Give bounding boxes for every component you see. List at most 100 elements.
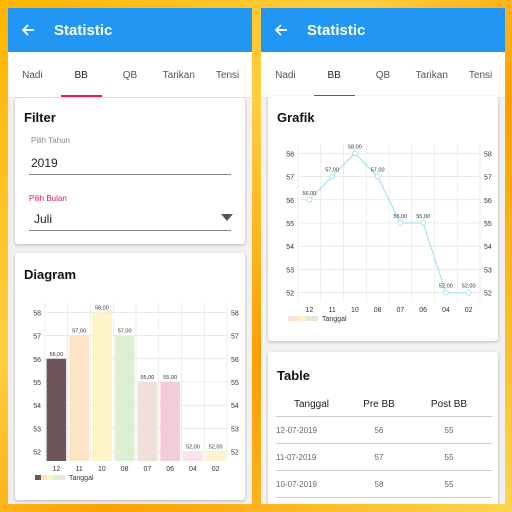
data-label: 52,00: [462, 284, 476, 290]
data-label: 55,00: [163, 375, 177, 381]
y-tick-label-right: 56: [231, 357, 239, 364]
dropdown-arrow-icon[interactable]: [221, 214, 233, 222]
y-tick-label-right: 54: [231, 403, 239, 410]
y-tick-label-right: 56: [484, 198, 492, 205]
x-tick-label: 02: [212, 466, 220, 473]
tab-bb[interactable]: BB: [57, 52, 106, 97]
tab-tensi[interactable]: Tensi: [215, 70, 240, 81]
y-tick-label-right: 53: [484, 267, 492, 274]
data-label: 57,00: [118, 329, 132, 335]
grafik-card: Grafik 58 58 57 57 56 56 55 55 54 54 53 53 52 52 12 11 1…: [268, 96, 498, 341]
filter-card: Filter Pilih Tahun 2019 Pilih Bulan Juli: [15, 98, 245, 244]
y-tick-label-left: 54: [33, 403, 41, 410]
table-divider: [276, 443, 492, 444]
legend-swatch: [294, 316, 300, 321]
bar: [183, 451, 203, 461]
cell-pre: 56: [374, 425, 384, 435]
bar: [69, 335, 89, 461]
y-tick-label-right: 52: [231, 450, 239, 457]
bar: [205, 451, 226, 461]
x-tick-label: 12: [52, 466, 60, 473]
x-tick-label: 10: [98, 466, 106, 473]
data-label: 55,00: [416, 214, 430, 220]
tab-qb[interactable]: QB: [375, 70, 391, 81]
cell-date: 12-07-2019: [276, 425, 317, 435]
y-tick-label-left: 58: [286, 151, 294, 158]
left-screen: Statistic Nadi BB QB Tarikan Tensi Filte…: [8, 8, 252, 504]
y-tick-label-right: 54: [484, 244, 492, 251]
table-row: 10-07-2019 58 55: [268, 471, 498, 497]
x-tick-label: 07: [396, 307, 404, 314]
x-tick-label: 02: [465, 307, 473, 314]
y-tick-label-right: 55: [484, 221, 492, 228]
data-label: 52,00: [209, 445, 223, 451]
y-tick-label-left: 52: [286, 291, 294, 298]
data-label: 56,00: [49, 352, 63, 358]
x-tick-label: 06: [166, 466, 174, 473]
tab-tarikan[interactable]: Tarikan: [415, 70, 448, 81]
year-label: Pilih Tahun: [31, 136, 70, 145]
x-tick-label: 04: [442, 307, 450, 314]
data-label: 52,00: [186, 445, 200, 451]
back-arrow-icon[interactable]: [20, 22, 36, 38]
tab-qb[interactable]: QB: [122, 70, 138, 81]
y-tick-label-left: 52: [33, 450, 41, 457]
x-tick-label: 12: [305, 307, 313, 314]
y-tick-label-left: 56: [33, 357, 41, 364]
legend-swatch: [288, 316, 294, 321]
x-tick-label: 08: [121, 466, 129, 473]
filter-title: Filter: [24, 110, 56, 125]
y-tick-label-left: 55: [33, 380, 41, 387]
table-row: 11-07-2019 57 55: [268, 444, 498, 470]
data-label: 58,00: [95, 305, 109, 311]
legend-swatch: [41, 475, 47, 480]
table-row: 12-07-2019 56 55: [268, 417, 498, 443]
tab-bb[interactable]: BB: [310, 52, 359, 97]
tab-tensi[interactable]: Tensi: [468, 70, 493, 81]
app-title: Statistic: [307, 21, 366, 39]
tab-nadi[interactable]: Nadi: [22, 70, 43, 81]
y-tick-label-left: 54: [286, 244, 294, 251]
data-label: 58,00: [348, 144, 362, 150]
data-label: 57,00: [72, 329, 86, 335]
table-card: Table Tanggal Pre BB Post BB 12-07-2019 …: [268, 352, 498, 504]
y-tick-label-right: 53: [231, 426, 239, 433]
cell-pre: 58: [374, 479, 384, 489]
data-point: [420, 220, 427, 226]
tab-nadi[interactable]: Nadi: [275, 70, 296, 81]
table-divider: [276, 497, 492, 498]
cell-date: 11-07-2019: [276, 452, 317, 462]
x-tick-label: 04: [189, 466, 197, 473]
tab-bar: Nadi BB QB Tarikan Tensi: [261, 52, 505, 98]
month-underline: [29, 230, 231, 231]
y-tick-label-right: 55: [231, 380, 239, 387]
cell-date: 10-07-2019: [276, 479, 317, 489]
app-bar: Statistic: [8, 8, 252, 52]
legend-swatch: [59, 475, 65, 480]
app-title: Statistic: [54, 21, 113, 39]
year-input[interactable]: 2019: [31, 156, 58, 170]
year-underline: [29, 174, 231, 175]
y-tick-label-left: 57: [33, 334, 41, 341]
table-divider: [276, 416, 492, 417]
header-pre-bb: Pre BB: [363, 398, 395, 410]
right-screen: Statistic Nadi BB QB Tarikan Tensi Grafi…: [261, 8, 505, 504]
y-tick-label-right: 52: [484, 291, 492, 298]
month-select[interactable]: Juli: [34, 212, 53, 226]
line-chart: 58 58 57 57 56 56 55 55 54 54 53 53 52 52 12 11 10 08 07 06…: [286, 144, 492, 323]
bar: [46, 358, 67, 461]
cell-post: 55: [444, 479, 454, 489]
bar: [114, 335, 135, 461]
tab-tarikan[interactable]: Tarikan: [162, 70, 195, 81]
bar: [160, 382, 180, 461]
data-label: 56,00: [302, 191, 316, 197]
x-tick-label: 07: [143, 466, 151, 473]
y-tick-label-left: 55: [286, 221, 294, 228]
month-label: Pilih Bulan: [29, 194, 67, 203]
x-tick-label: 11: [75, 466, 82, 473]
data-point: [374, 173, 381, 180]
x-tick-label: 11: [328, 307, 335, 314]
data-label: 55,00: [140, 375, 154, 381]
table-header: Tanggal Pre BB Post BB: [268, 391, 498, 417]
back-arrow-icon[interactable]: [273, 22, 289, 38]
